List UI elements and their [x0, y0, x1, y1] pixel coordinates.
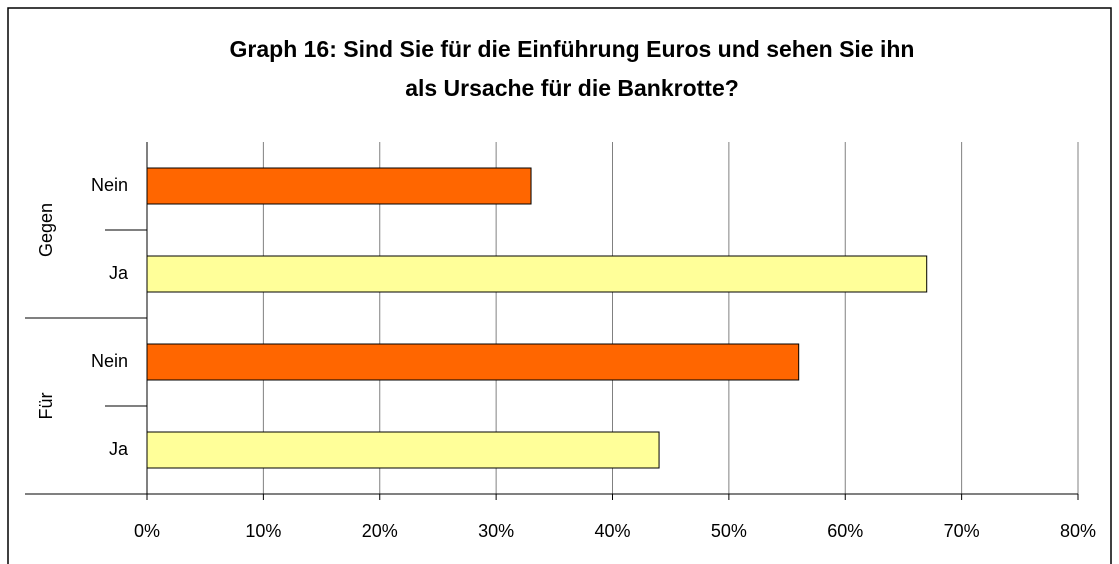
chart-title: als Ursache für die Bankrotte?	[405, 75, 739, 101]
x-tick-label: 70%	[944, 521, 980, 541]
x-tick-label: 50%	[711, 521, 747, 541]
group-label: Für	[36, 392, 56, 419]
y-tick-label: Nein	[91, 351, 128, 371]
y-tick-label: Ja	[109, 439, 129, 459]
x-tick-label: 40%	[594, 521, 630, 541]
y-tick-label: Ja	[109, 263, 129, 283]
chart-title: Graph 16: Sind Sie für die Einführung Eu…	[230, 36, 915, 62]
group-label: Gegen	[36, 203, 56, 257]
bar	[146, 343, 800, 381]
y-tick-label: Nein	[91, 175, 128, 195]
bar	[146, 255, 928, 293]
x-tick-label: 10%	[245, 521, 281, 541]
x-tick-label: 80%	[1060, 521, 1096, 541]
x-tick-label: 30%	[478, 521, 514, 541]
x-tick-label: 0%	[134, 521, 160, 541]
x-tick-label: 20%	[362, 521, 398, 541]
bar	[146, 167, 532, 205]
x-tick-label: 60%	[827, 521, 863, 541]
bar	[146, 431, 660, 469]
